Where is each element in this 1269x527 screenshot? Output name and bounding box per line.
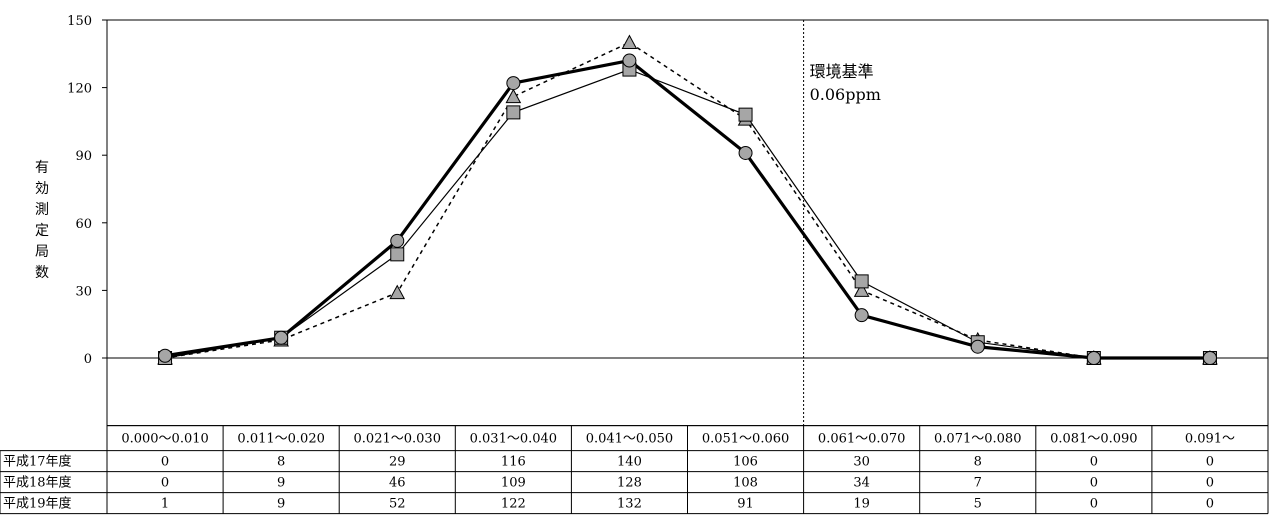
table-cell: 0 bbox=[161, 455, 169, 470]
table-cell: 0 bbox=[1206, 476, 1214, 491]
table-cell: 8 bbox=[974, 455, 982, 470]
table-cell: 5 bbox=[974, 497, 982, 512]
marker-circle bbox=[1086, 351, 1101, 365]
y-tick-label: 0 bbox=[84, 352, 92, 367]
table-cell: 9 bbox=[277, 497, 285, 512]
x-category-label: 0.021～0.030 bbox=[354, 432, 441, 447]
marker-triangle bbox=[621, 34, 638, 50]
x-category-label: 0.061～0.070 bbox=[818, 432, 905, 447]
series-line-1 bbox=[164, 41, 1210, 359]
x-category-label: 0.041～0.050 bbox=[586, 432, 673, 447]
marker-circle bbox=[854, 308, 869, 323]
marker-circle bbox=[274, 330, 289, 345]
series-name-3: 平成19年度 bbox=[3, 496, 72, 512]
marker-square bbox=[390, 247, 405, 262]
table-cell: 140 bbox=[617, 455, 642, 470]
table-cell: 109 bbox=[501, 476, 526, 491]
series-name-1: 平成17年度 bbox=[3, 454, 72, 470]
y-tick-label: 30 bbox=[75, 284, 92, 299]
y-tick-label: 90 bbox=[75, 149, 92, 164]
table-cell: 128 bbox=[617, 476, 642, 491]
marker-circle bbox=[506, 76, 521, 91]
table-cell: 7 bbox=[974, 476, 982, 491]
table-cell: 30 bbox=[853, 455, 870, 470]
table-cell: 116 bbox=[501, 455, 526, 470]
marker-circle bbox=[1202, 351, 1217, 365]
marker-square bbox=[506, 105, 521, 120]
x-category-label: 0.081～0.090 bbox=[1050, 432, 1137, 447]
x-category-label: 0.011～0.020 bbox=[237, 432, 324, 447]
table-cell: 46 bbox=[389, 476, 406, 491]
x-category-label: 0.031～0.040 bbox=[470, 432, 557, 447]
marker-triangle bbox=[505, 88, 522, 104]
reference-label: 環境基準 bbox=[810, 62, 874, 81]
table-cell: 34 bbox=[853, 476, 870, 491]
table-cell: 19 bbox=[853, 497, 870, 512]
table-cell: 122 bbox=[501, 497, 526, 512]
y-tick-label: 150 bbox=[67, 14, 92, 29]
table-cell: 8 bbox=[277, 455, 285, 470]
y-axis-label: 有効測定局数 bbox=[35, 160, 49, 281]
data-table: 0.000～0.010 0.011～0.020 0.021～0.030 0.031～0… bbox=[0, 425, 1269, 515]
marker-circle bbox=[622, 53, 637, 68]
table-cell: 9 bbox=[277, 476, 285, 491]
x-category-label: 0.071～0.080 bbox=[934, 432, 1021, 447]
marker-triangle bbox=[389, 284, 406, 300]
table-cell: 132 bbox=[617, 497, 642, 512]
marker-triangle bbox=[853, 282, 870, 297]
table-cell: 52 bbox=[389, 497, 406, 512]
table-cell: 106 bbox=[733, 455, 758, 470]
marker-circle bbox=[738, 145, 753, 160]
table-cell: 0 bbox=[1090, 476, 1098, 491]
marker-square bbox=[738, 107, 753, 122]
table-cell: 0 bbox=[1206, 455, 1214, 470]
reference-label: 0.06ppm bbox=[810, 85, 881, 104]
series-name-2: 平成18年度 bbox=[3, 475, 72, 491]
series-line-2 bbox=[164, 68, 1210, 359]
plot-area: 0 30 60 90 120 150 有効測定局数 環境基準 0.06ppm bbox=[35, 14, 1269, 427]
y-tick-label: 120 bbox=[67, 82, 92, 97]
y-tick-label: 60 bbox=[75, 217, 92, 232]
x-category-label: 0.091～ bbox=[1185, 432, 1235, 447]
table-cell: 108 bbox=[733, 476, 758, 491]
table-cell: 0 bbox=[161, 476, 169, 491]
table-cell: 1 bbox=[161, 497, 169, 512]
marker-circle bbox=[970, 339, 985, 354]
series-line-3 bbox=[164, 58, 1210, 360]
table-cell: 0 bbox=[1206, 497, 1214, 512]
table-cell: 0 bbox=[1090, 455, 1098, 470]
marker-square bbox=[854, 274, 869, 289]
x-category-label: 0.000～0.010 bbox=[121, 432, 208, 447]
table-cell: 0 bbox=[1090, 497, 1098, 512]
table-cell: 91 bbox=[737, 497, 754, 512]
marker-circle bbox=[390, 233, 405, 248]
marker-circle bbox=[158, 348, 173, 363]
table-cell: 29 bbox=[389, 455, 406, 470]
x-category-label: 0.051～0.060 bbox=[702, 432, 789, 447]
